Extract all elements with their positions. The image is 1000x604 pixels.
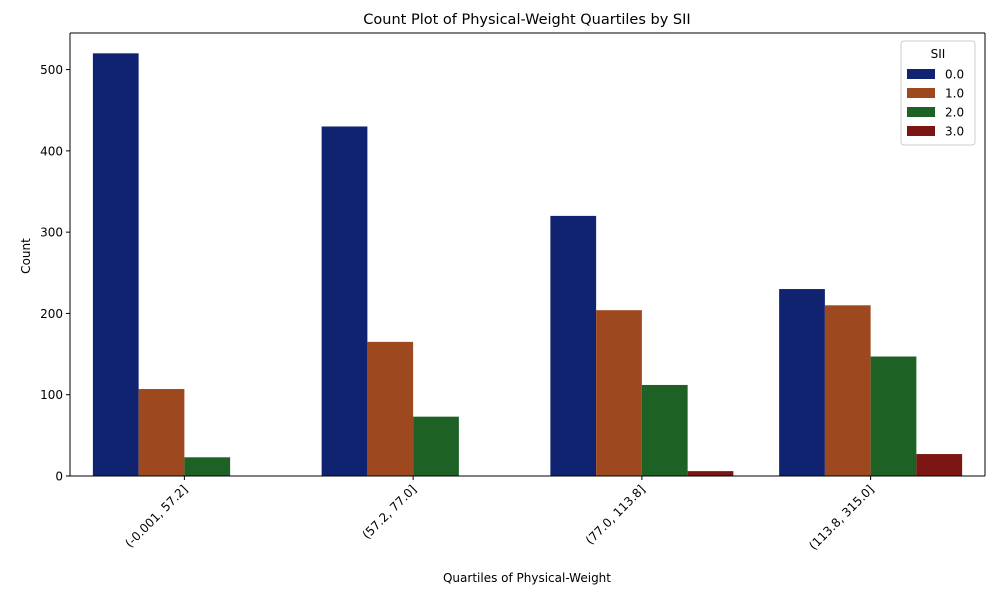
- y-tick-label: 400: [40, 144, 63, 158]
- bar-sii-1.0-cat-1: [138, 389, 185, 476]
- x-axis-label: Quartiles of Physical-Weight: [443, 571, 611, 585]
- legend-frame: [900, 40, 976, 146]
- bar-sii-1.0-cat-3: [596, 310, 642, 476]
- bar-sii-3.0-cat-3: [687, 471, 734, 476]
- y-tick-label: 300: [40, 226, 63, 240]
- legend-title: SII: [931, 47, 946, 61]
- x-tick-label: (77.0, 113.8]: [583, 482, 648, 547]
- y-tick-label: 100: [40, 388, 63, 402]
- y-tick-label: 200: [40, 307, 63, 321]
- legend-swatch-0.0: [907, 69, 935, 79]
- legend-label-1.0: 1.0: [945, 87, 964, 101]
- bars-layer: [92, 53, 963, 476]
- bar-sii-0.0-cat-4: [779, 289, 825, 476]
- bar-sii-3.0-cat-4: [916, 454, 963, 476]
- y-tick-label: 500: [40, 63, 63, 77]
- bar-sii-0.0-cat-1: [92, 53, 139, 476]
- legend-label-2.0: 2.0: [945, 106, 964, 120]
- bar-sii-2.0-cat-1: [184, 457, 231, 476]
- y-tick-label: 0: [55, 470, 63, 484]
- legend-label-0.0: 0.0: [945, 68, 964, 82]
- y-axis-label: Count: [19, 238, 33, 274]
- legend-label-3.0: 3.0: [945, 125, 964, 139]
- x-tick-label: (113.8, 315.0]: [806, 482, 877, 553]
- legend: SII 0.0 1.0 2.0 3.0: [900, 40, 976, 146]
- bar-sii-0.0-cat-2: [321, 126, 368, 476]
- bar-sii-1.0-cat-4: [824, 305, 871, 476]
- chart-title: Count Plot of Physical-Weight Quartiles …: [363, 12, 690, 28]
- x-tick-label: (-0.001, 57.2]: [122, 482, 190, 550]
- bar-sii-2.0-cat-3: [641, 384, 688, 476]
- legend-swatch-3.0: [907, 126, 935, 136]
- legend-swatch-2.0: [907, 107, 935, 117]
- bar-sii-1.0-cat-2: [367, 341, 414, 476]
- x-tick-label: (57.2, 77.0]: [360, 482, 420, 542]
- bar-sii-2.0-cat-4: [870, 356, 917, 476]
- bar-sii-0.0-cat-3: [550, 215, 597, 476]
- bar-sii-2.0-cat-2: [413, 416, 459, 476]
- legend-swatch-1.0: [907, 88, 935, 98]
